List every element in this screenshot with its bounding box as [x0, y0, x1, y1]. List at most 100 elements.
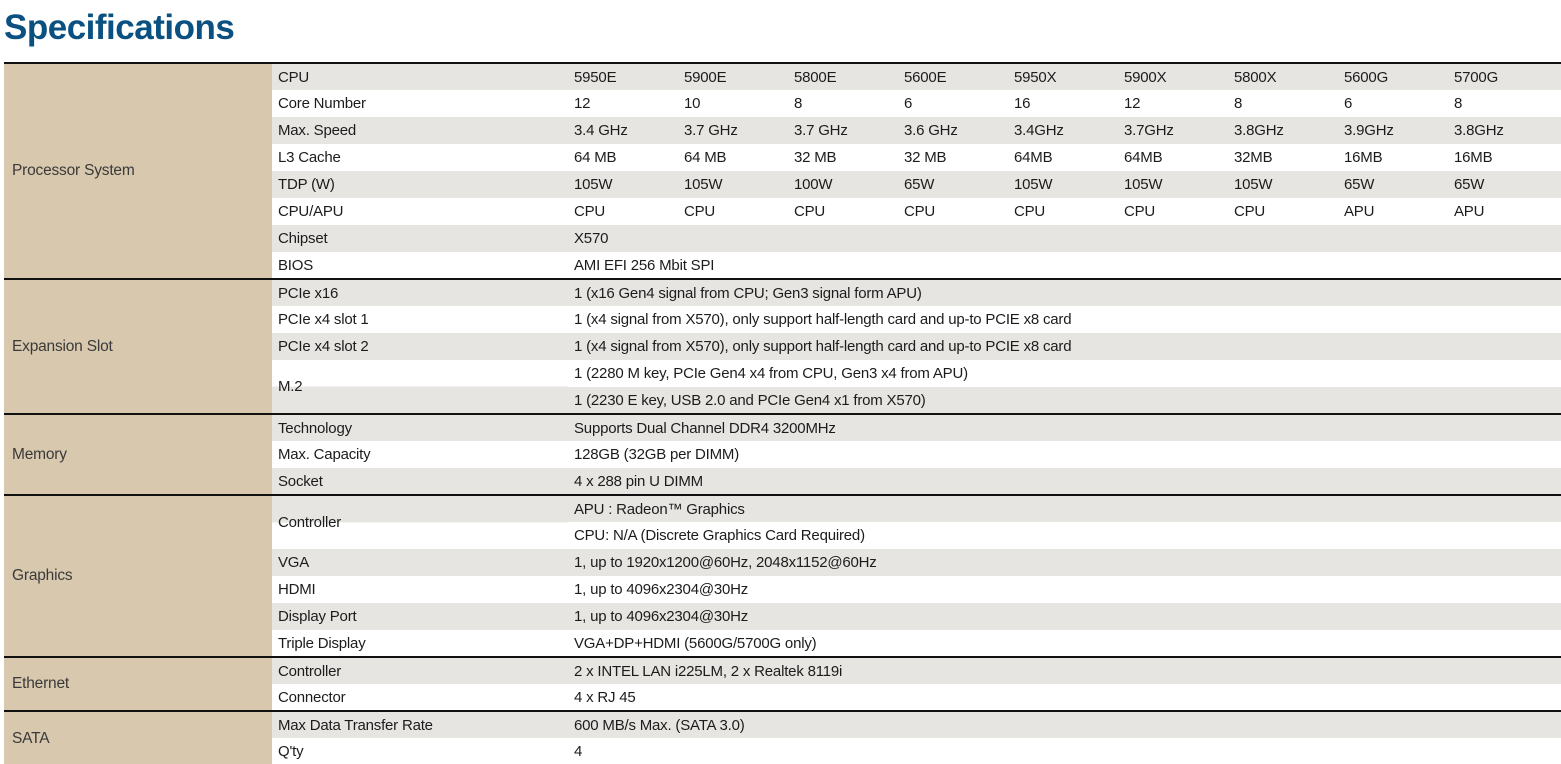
- category-cell: Processor System: [4, 62, 272, 279]
- spec-value-cell: 1, up to 4096x2304@30Hz: [568, 603, 1561, 630]
- spec-value-cell: 65W: [898, 171, 1008, 198]
- spec-label-cell: Controller: [272, 494, 568, 549]
- spec-value-cell: 2 x INTEL LAN i225LM, 2 x Realtek 8119i: [568, 656, 1561, 684]
- spec-value-cell: 3.6 GHz: [898, 117, 1008, 144]
- spec-value-cell: 16: [1008, 90, 1118, 117]
- spec-value-cell: 12: [1118, 90, 1228, 117]
- spec-value-cell: 3.9GHz: [1338, 117, 1448, 144]
- table-row: Ethernet Controller 2 x INTEL LAN i225LM, …: [4, 656, 1561, 711]
- table-row: Triple Display VGA+DP+HDMI (5600G/5700G o…: [4, 630, 1561, 657]
- spec-label-cell: HDMI: [272, 576, 568, 603]
- table-row: 1 (2230 E key, USB 2.0 and PCIe Gen4 x1 …: [4, 387, 1561, 414]
- spec-value-cell: 3.4GHz: [1008, 117, 1118, 144]
- spec-value-cell: 4: [568, 738, 1561, 764]
- spec-label-cell: L3 Cache: [272, 144, 568, 171]
- spec-label-cell: Max. Capacity: [272, 441, 568, 468]
- spec-value-cell: 3.7 GHz: [788, 117, 898, 144]
- spec-label-cell: Max. Speed: [272, 117, 568, 144]
- spec-value-cell: 1 (x16 Gen4 signal from CPU; Gen3 signal…: [568, 278, 1561, 306]
- spec-label-cell: Q'ty: [272, 738, 568, 764]
- table-row: SATA Max Data Transfer Rate 600 MB/s Max. …: [4, 710, 1561, 764]
- spec-label-cell: Display Port: [272, 603, 568, 630]
- spec-value-cell: 10: [678, 90, 788, 117]
- table-row: Processor System CPU 5950E 5900E 5800E 5600E 5…: [4, 62, 1561, 279]
- spec-value-cell: 5950E: [568, 62, 678, 90]
- table-row: Memory Technology Supports Dual Channel DD…: [4, 413, 1561, 495]
- table-row: Expansion Slot PCIe x16 1 (x16 Gen4 signal…: [4, 278, 1561, 414]
- spec-label-cell: Connector: [272, 684, 568, 711]
- spec-value-cell: 5900X: [1118, 62, 1228, 90]
- spec-value-cell: 64 MB: [678, 144, 788, 171]
- spec-value-cell: CPU: [898, 198, 1008, 225]
- spec-value-cell: 4 x RJ 45: [568, 684, 1561, 711]
- spec-value-cell: 64 MB: [568, 144, 678, 171]
- spec-value-cell: 100W: [788, 171, 898, 198]
- table-row: HDMI 1, up to 4096x2304@30Hz: [4, 576, 1561, 603]
- spec-label-cell: Socket: [272, 468, 568, 495]
- spec-label-cell: Controller: [272, 656, 568, 684]
- table-row: Q'ty 4: [4, 738, 1561, 764]
- spec-value-cell: 8: [1228, 90, 1338, 117]
- spec-value-cell: AMI EFI 256 Mbit SPI: [568, 252, 1561, 279]
- table-row: Max. Speed 3.4 GHz 3.7 GHz 3.7 GHz 3.6 GHz 3.…: [4, 117, 1561, 144]
- spec-value-cell: 8: [788, 90, 898, 117]
- table-row: TDP (W) 105W 105W 100W 65W 105W 105W 105W 65W 65W: [4, 171, 1561, 198]
- category-cell: SATA: [4, 710, 272, 764]
- spec-value-cell: Supports Dual Channel DDR4 3200MHz: [568, 413, 1561, 441]
- spec-table-body: Processor System CPU 5950E 5900E 5800E 5600E 5…: [4, 62, 1561, 764]
- spec-value-cell: 5700G: [1448, 62, 1561, 90]
- table-row: CPU/APU CPU CPU CPU CPU CPU CPU CPU APU APU: [4, 198, 1561, 225]
- spec-value-cell: CPU: [788, 198, 898, 225]
- table-row: Graphics Controller APU : Radeon™ Graphics: [4, 494, 1561, 657]
- spec-value-cell: 1 (x4 signal from X570), only support ha…: [568, 333, 1561, 360]
- table-row: CPU: N/A (Discrete Graphics Card Require…: [4, 522, 1561, 549]
- spec-label-cell: TDP (W): [272, 171, 568, 198]
- spec-value-cell: 1, up to 1920x1200@60Hz, 2048x1152@60Hz: [568, 549, 1561, 576]
- spec-label-cell: Technology: [272, 413, 568, 441]
- page-title: Specifications: [4, 8, 235, 47]
- spec-label-cell: PCIe x16: [272, 278, 568, 306]
- spec-value-cell: 12: [568, 90, 678, 117]
- spec-label-cell: CPU: [272, 62, 568, 90]
- table-row: Core Number 12 10 8 6 16 12 8 6 8: [4, 90, 1561, 117]
- specifications-table: Processor System CPU 5950E 5900E 5800E 5600E 5…: [4, 62, 1561, 764]
- spec-value-cell: 1, up to 4096x2304@30Hz: [568, 576, 1561, 603]
- table-row: M.2 1 (2280 M key, PCIe Gen4 x4 from CPU,…: [4, 360, 1561, 414]
- spec-value-cell: 32 MB: [788, 144, 898, 171]
- category-cell: Memory: [4, 413, 272, 495]
- spec-label-cell: BIOS: [272, 252, 568, 279]
- spec-value-cell: VGA+DP+HDMI (5600G/5700G only): [568, 630, 1561, 657]
- spec-label-cell: Core Number: [272, 90, 568, 117]
- table-row: BIOS AMI EFI 256 Mbit SPI: [4, 252, 1561, 279]
- spec-value-cell: APU: [1448, 198, 1561, 225]
- spec-label-cell: CPU/APU: [272, 198, 568, 225]
- spec-value-cell: 32MB: [1228, 144, 1338, 171]
- table-row: Socket 4 x 288 pin U DIMM: [4, 468, 1561, 495]
- spec-value-cell: 3.8GHz: [1448, 117, 1561, 144]
- spec-value-cell: 64MB: [1008, 144, 1118, 171]
- table-row: Max. Capacity 128GB (32GB per DIMM): [4, 441, 1561, 468]
- spec-value-cell: 3.8GHz: [1228, 117, 1338, 144]
- spec-value-cell: 64MB: [1118, 144, 1228, 171]
- spec-value-cell: 6: [898, 90, 1008, 117]
- category-cell: Graphics: [4, 494, 272, 657]
- spec-value-cell: 3.4 GHz: [568, 117, 678, 144]
- spec-label-cell: PCIe x4 slot 1: [272, 306, 568, 333]
- spec-value-cell: 5900E: [678, 62, 788, 90]
- spec-value-cell: 32 MB: [898, 144, 1008, 171]
- spec-value-cell: 1 (x4 signal from X570), only support ha…: [568, 306, 1561, 333]
- spec-label-cell: Chipset: [272, 225, 568, 252]
- spec-value-cell: CPU: [568, 198, 678, 225]
- spec-value-cell: CPU: [1008, 198, 1118, 225]
- category-cell: Expansion Slot: [4, 278, 272, 414]
- spec-value-cell: CPU: [1118, 198, 1228, 225]
- table-row: L3 Cache 64 MB 64 MB 32 MB 32 MB 64MB 64MB 32MB…: [4, 144, 1561, 171]
- spec-value-cell: 128GB (32GB per DIMM): [568, 441, 1561, 468]
- spec-label-cell: Max Data Transfer Rate: [272, 710, 568, 738]
- spec-value-cell: CPU: N/A (Discrete Graphics Card Require…: [568, 522, 1561, 549]
- spec-value-cell: 5950X: [1008, 62, 1118, 90]
- spec-value-cell: 65W: [1448, 171, 1561, 198]
- table-row: VGA 1, up to 1920x1200@60Hz, 2048x1152@60…: [4, 549, 1561, 576]
